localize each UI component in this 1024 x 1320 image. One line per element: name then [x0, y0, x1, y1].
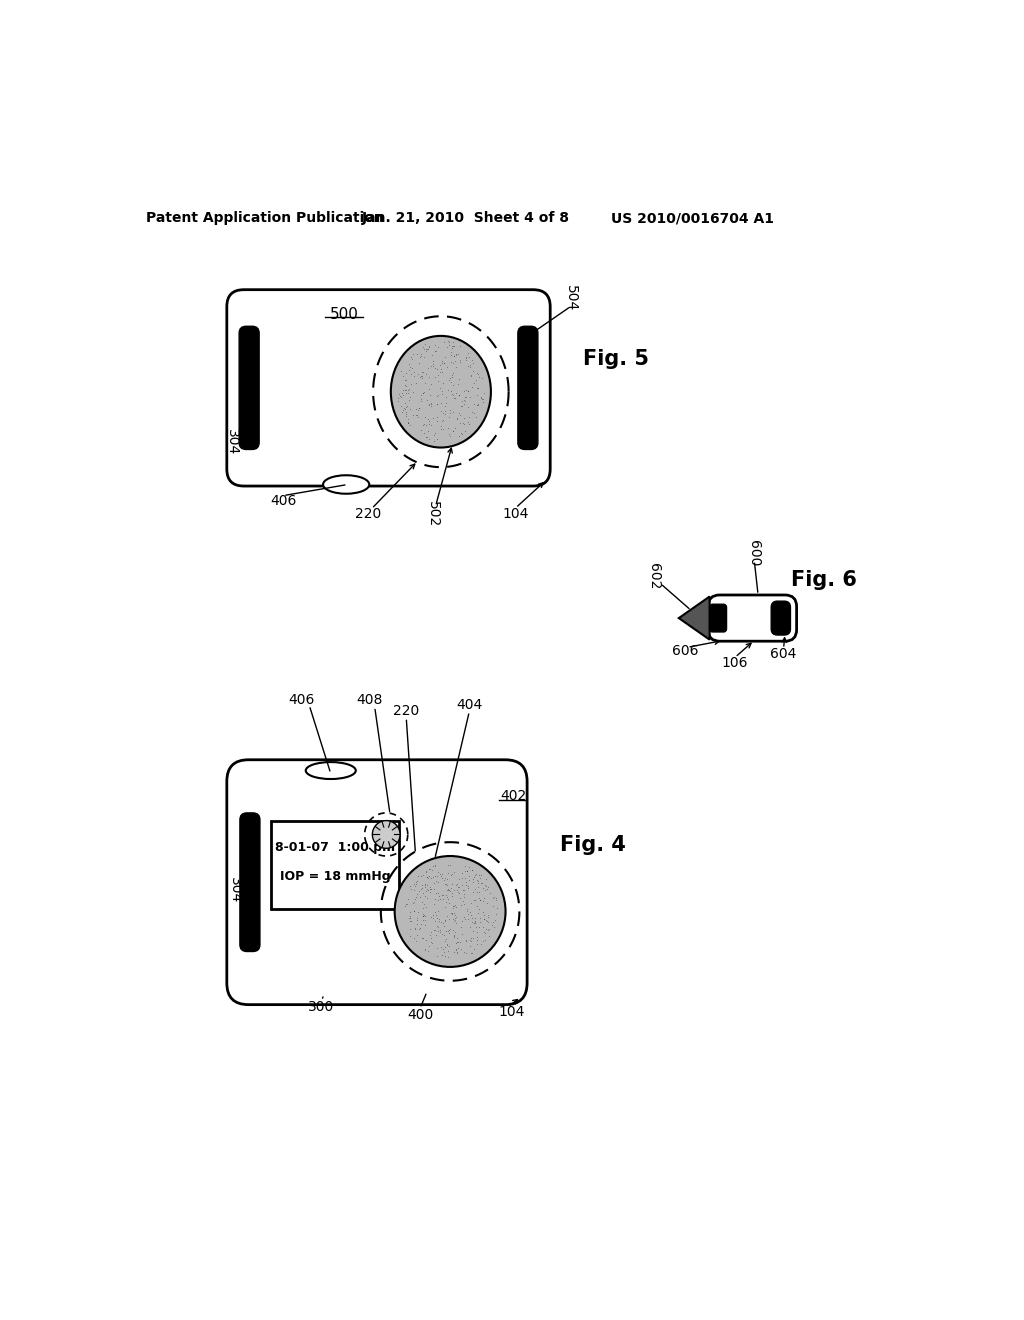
- Text: 606: 606: [672, 644, 698, 659]
- FancyBboxPatch shape: [240, 813, 260, 952]
- Ellipse shape: [306, 762, 355, 779]
- Ellipse shape: [391, 335, 490, 447]
- Text: Fig. 4: Fig. 4: [560, 836, 626, 855]
- Text: 604: 604: [770, 647, 797, 660]
- Text: 104: 104: [503, 507, 528, 521]
- Text: 220: 220: [393, 705, 420, 718]
- Text: 106: 106: [722, 656, 749, 669]
- Text: 600: 600: [748, 540, 761, 566]
- Text: 406: 406: [289, 693, 314, 708]
- Text: 104: 104: [499, 1005, 525, 1019]
- FancyBboxPatch shape: [710, 605, 727, 632]
- FancyBboxPatch shape: [240, 326, 259, 449]
- FancyBboxPatch shape: [771, 601, 791, 635]
- Text: 220: 220: [354, 507, 381, 521]
- Text: Patent Application Publication: Patent Application Publication: [146, 211, 384, 226]
- Text: 406: 406: [270, 494, 296, 508]
- Text: 408: 408: [356, 693, 382, 708]
- Text: US 2010/0016704 A1: US 2010/0016704 A1: [611, 211, 774, 226]
- Text: 400: 400: [407, 1007, 433, 1022]
- Text: 500: 500: [330, 306, 358, 322]
- Text: 300: 300: [308, 1001, 335, 1014]
- Circle shape: [373, 821, 400, 849]
- Text: 502: 502: [426, 502, 440, 527]
- Circle shape: [394, 857, 506, 968]
- FancyBboxPatch shape: [518, 326, 538, 449]
- Text: Fig. 6: Fig. 6: [791, 570, 856, 590]
- Text: 304: 304: [228, 876, 243, 903]
- FancyBboxPatch shape: [708, 595, 797, 642]
- Polygon shape: [679, 597, 710, 640]
- Ellipse shape: [323, 475, 370, 494]
- Text: 404: 404: [457, 698, 482, 711]
- Text: 504: 504: [564, 285, 578, 312]
- Bar: [271, 821, 398, 909]
- Text: 602: 602: [647, 564, 662, 590]
- Text: 304: 304: [225, 429, 240, 455]
- Text: 8-01-07  1:00 pm: 8-01-07 1:00 pm: [274, 841, 395, 854]
- FancyBboxPatch shape: [226, 760, 527, 1005]
- Text: Jan. 21, 2010  Sheet 4 of 8: Jan. 21, 2010 Sheet 4 of 8: [361, 211, 569, 226]
- Text: Fig. 5: Fig. 5: [583, 348, 648, 368]
- Text: IOP = 18 mmHg: IOP = 18 mmHg: [280, 870, 390, 883]
- FancyBboxPatch shape: [226, 289, 550, 486]
- Text: 402: 402: [500, 789, 526, 803]
